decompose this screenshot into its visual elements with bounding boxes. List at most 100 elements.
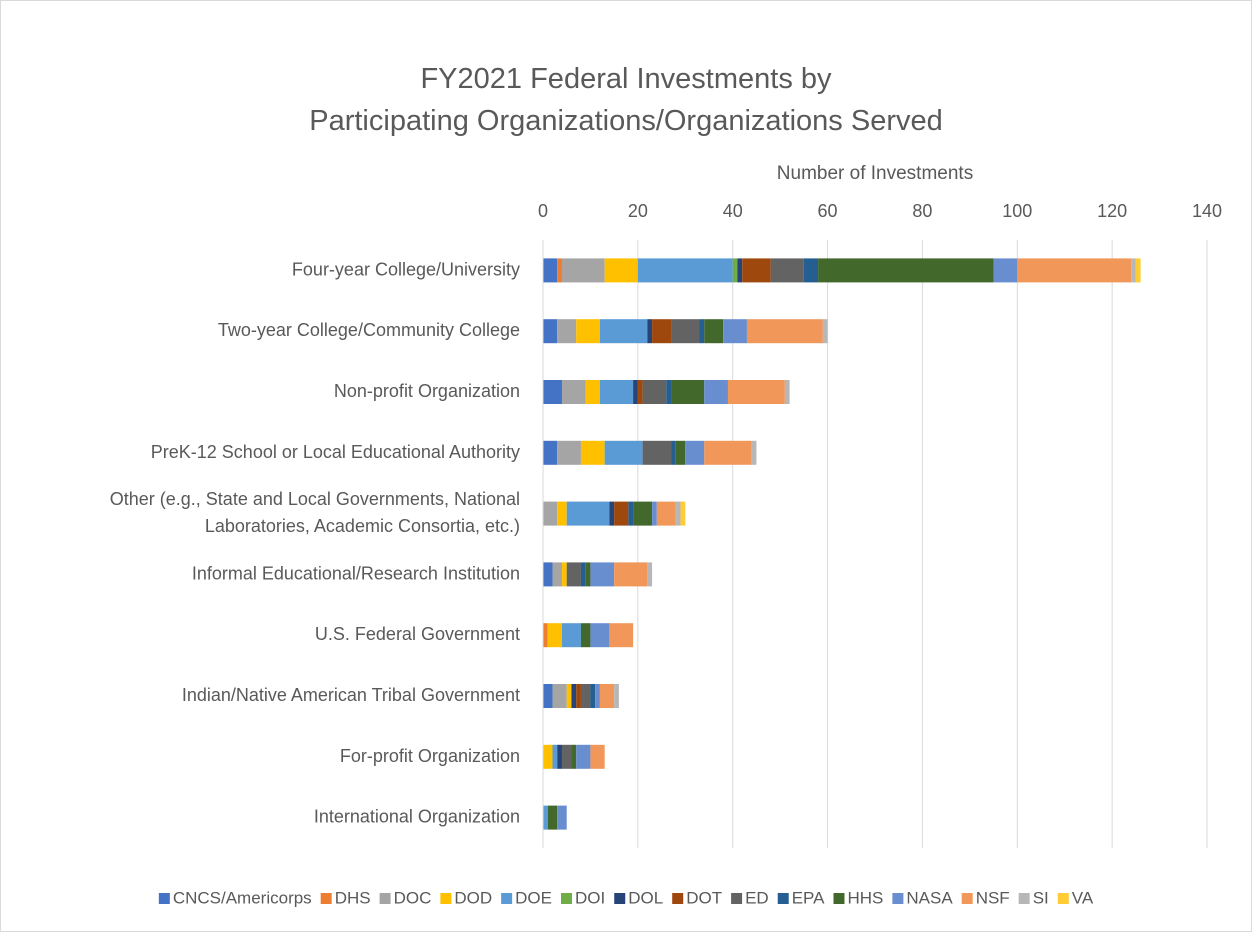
legend-swatch bbox=[440, 893, 452, 904]
bar-segment bbox=[552, 684, 567, 708]
bar-segment bbox=[671, 440, 676, 465]
bar-segment bbox=[675, 440, 686, 465]
bar-segment bbox=[561, 562, 567, 587]
legend-swatch bbox=[379, 893, 391, 904]
x-tick-label: 140 bbox=[1192, 201, 1222, 221]
bar-segment bbox=[576, 744, 591, 769]
bar-segment bbox=[571, 684, 577, 708]
bar-segment bbox=[751, 440, 757, 465]
x-tick-label: 20 bbox=[628, 201, 648, 221]
bar-segment bbox=[543, 623, 548, 648]
bar-segment bbox=[552, 562, 562, 587]
bar-segment bbox=[585, 562, 591, 587]
bar-segment bbox=[599, 380, 634, 404]
bar-segment bbox=[637, 380, 643, 404]
bar-segment bbox=[642, 380, 667, 404]
bar-segment bbox=[685, 440, 705, 465]
bar-segment bbox=[543, 319, 558, 344]
bar-segment bbox=[585, 380, 600, 404]
bar-segment bbox=[557, 440, 581, 465]
bar-segment bbox=[604, 440, 643, 465]
legend-swatch bbox=[892, 893, 904, 904]
legend-label: DOD bbox=[454, 888, 492, 907]
y-tick-label: Informal Educational/Research Institutio… bbox=[192, 563, 520, 583]
legend-swatch bbox=[320, 893, 332, 904]
x-tick-label: 60 bbox=[818, 201, 838, 221]
legend-label: VA bbox=[1072, 888, 1094, 907]
legend-swatch bbox=[561, 893, 572, 904]
bar-segment bbox=[590, 623, 610, 648]
bar-segment bbox=[580, 440, 605, 465]
bar-segment bbox=[547, 623, 562, 648]
y-tick-label: Two-year College/Community College bbox=[218, 320, 520, 340]
legend-swatch bbox=[731, 893, 743, 904]
bar-segment bbox=[557, 501, 567, 526]
bar-segment bbox=[580, 562, 586, 587]
y-tick-label: Four-year College/University bbox=[292, 259, 520, 279]
legend-label: NASA bbox=[906, 888, 953, 907]
y-tick-label: International Organization bbox=[314, 806, 520, 826]
bar-segment bbox=[633, 380, 638, 404]
bar-segment bbox=[993, 258, 1018, 283]
bar-segment bbox=[704, 380, 728, 404]
legend: CNCS/Americorps DHS DOC DOD DOE DOI DOL DOT ED EP… bbox=[158, 888, 1094, 907]
bar-segment bbox=[609, 501, 615, 526]
bar-segment bbox=[595, 684, 600, 708]
legend-label: DOL bbox=[628, 888, 663, 907]
bar-segment bbox=[543, 440, 558, 465]
chart-title: FY2021 Federal Investments by Participati… bbox=[309, 63, 943, 137]
y-tick-label: PreK-12 School or Local Educational Auth… bbox=[151, 442, 520, 462]
bar-segment bbox=[543, 744, 553, 769]
y-tick-label: Indian/Native American Tribal Government bbox=[182, 685, 520, 705]
bar-segment bbox=[609, 623, 634, 648]
x-axis-label: Number of Investments bbox=[777, 163, 973, 184]
bar-segment bbox=[557, 805, 567, 830]
bar-segment bbox=[656, 501, 676, 526]
bar-segment bbox=[561, 744, 572, 769]
y-tick-label: For-profit Organization bbox=[340, 746, 520, 766]
bar-segment bbox=[680, 501, 686, 526]
legend-swatch bbox=[961, 893, 973, 904]
bar-segment bbox=[652, 319, 672, 344]
bar-segment bbox=[566, 562, 581, 587]
x-tick-label: 100 bbox=[1002, 201, 1032, 221]
bar-segment bbox=[671, 319, 700, 344]
bar-segment bbox=[580, 684, 591, 708]
bar-segment bbox=[723, 319, 747, 344]
bar-segment bbox=[543, 562, 553, 587]
bar-segment bbox=[770, 258, 804, 283]
legend-label: DOE bbox=[515, 888, 552, 907]
bar-segment bbox=[704, 319, 724, 344]
bar-segment bbox=[552, 744, 558, 769]
bar-segment bbox=[543, 258, 558, 283]
bar-segment bbox=[561, 258, 605, 283]
bar-segment bbox=[671, 380, 705, 404]
bar-segment bbox=[566, 684, 572, 708]
bar-segment bbox=[675, 501, 681, 526]
bar-segment bbox=[614, 684, 619, 708]
bar-segment bbox=[633, 501, 653, 526]
bar-segment bbox=[557, 744, 562, 769]
bar-segment bbox=[604, 258, 638, 283]
bar-segment bbox=[576, 684, 581, 708]
bar-segment bbox=[1135, 258, 1141, 283]
y-tick-label: Other (e.g., State and Local Governments… bbox=[110, 489, 520, 536]
legend-label: SI bbox=[1033, 888, 1049, 907]
bar-segment bbox=[647, 319, 653, 344]
bar-segment bbox=[727, 380, 785, 404]
bar-segment bbox=[599, 684, 615, 708]
bar-segment bbox=[614, 562, 648, 587]
bar-segment bbox=[590, 562, 615, 587]
bar-segment bbox=[628, 501, 634, 526]
bar-segment bbox=[704, 440, 752, 465]
y-tick-label: U.S. Federal Government bbox=[315, 624, 520, 644]
bar-segment bbox=[614, 501, 629, 526]
bar-segment bbox=[543, 805, 548, 830]
legend-label: EPA bbox=[792, 888, 825, 907]
bar-segment bbox=[1017, 258, 1132, 283]
bar-segment bbox=[543, 684, 553, 708]
bar-segment bbox=[803, 258, 819, 283]
legend-label: DOC bbox=[394, 888, 432, 907]
legend-swatch bbox=[1018, 893, 1030, 904]
